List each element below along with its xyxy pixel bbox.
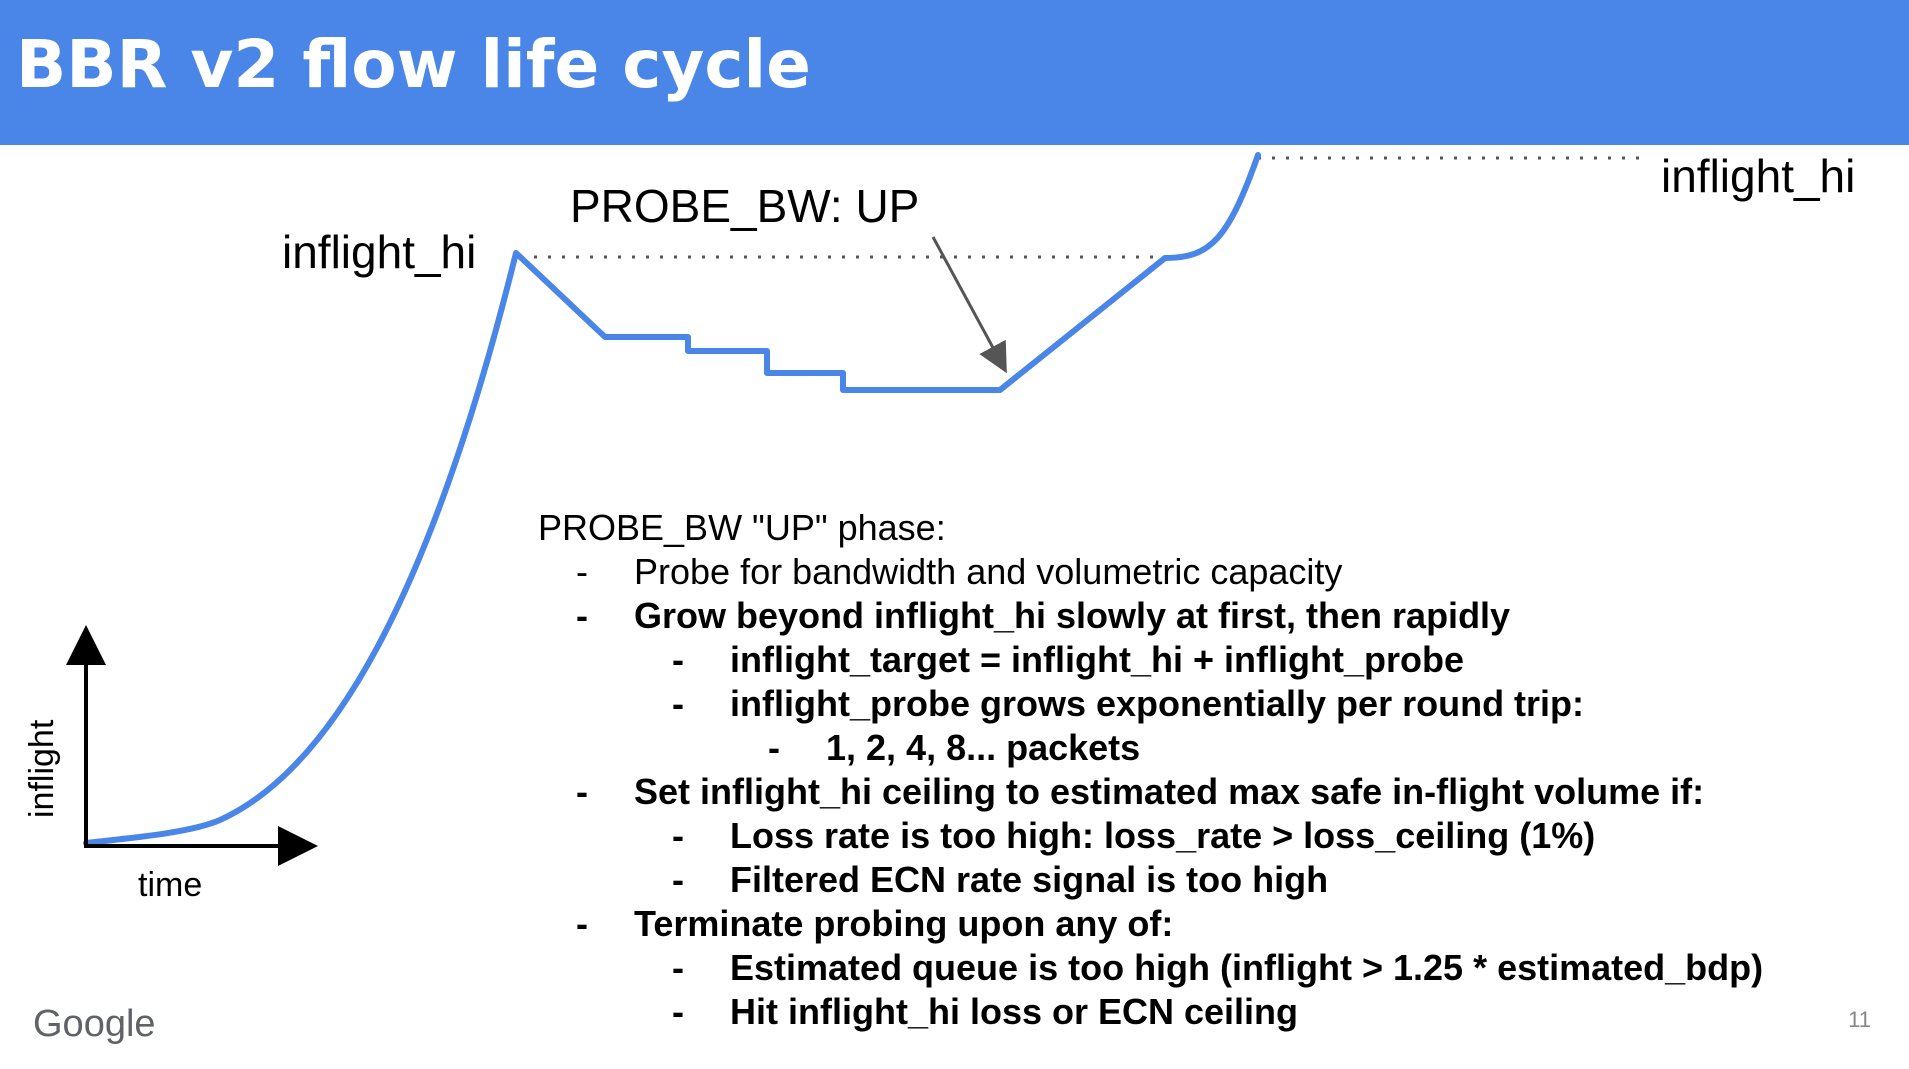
probe-bw-notes: PROBE_BW "UP" phase: - Probe for bandwidt… [538, 506, 1898, 1034]
notes-item-text: Grow beyond inflight_hi slowly at first,… [634, 595, 1511, 636]
notes-item: - Probe for bandwidth and volumetric capa… [538, 550, 1898, 594]
notes-item-text: Hit inflight_hi loss or ECN ceiling [730, 991, 1299, 1032]
notes-item-text: Estimated queue is too high (inflight > … [730, 947, 1764, 988]
notes-item-text: Loss rate is too high: loss_rate > loss_… [730, 815, 1596, 856]
bullet-dash: - [768, 727, 780, 768]
notes-item: - inflight_target = inflight_hi + infligh… [538, 638, 1898, 682]
notes-item-text: Filtered ECN rate signal is too high [730, 859, 1329, 900]
notes-heading: PROBE_BW "UP" phase: [538, 507, 946, 548]
probe-pointer-arrow [931, 236, 1007, 374]
notes-item: - Estimated queue is too high (inflight >… [538, 946, 1898, 990]
notes-list: - Probe for bandwidth and volumetric capa… [538, 550, 1898, 1034]
bullet-dash: - [672, 859, 684, 900]
bullet-dash: - [672, 991, 684, 1032]
bullet-dash: - [576, 595, 588, 636]
page-number: 11 [1848, 1007, 1871, 1032]
notes-item-text: Set inflight_hi ceiling to estimated max… [634, 771, 1705, 812]
bullet-dash: - [672, 639, 684, 680]
bullet-dash: - [576, 771, 588, 812]
notes-item: - Hit inflight_hi loss or ECN ceiling [538, 990, 1898, 1034]
bullet-dash: - [672, 683, 684, 724]
notes-item: - 1, 2, 4, 8... packets [538, 726, 1898, 770]
notes-item: - Loss rate is too high: loss_rate > loss… [538, 814, 1898, 858]
google-logo: Google [33, 1003, 156, 1045]
inflight-hi-label-right: inflight_hi [1661, 150, 1855, 202]
notes-item-text: inflight_target = inflight_hi + inflight… [730, 639, 1464, 680]
notes-item: - inflight_probe grows exponentially per … [538, 682, 1898, 726]
notes-item: - Grow beyond inflight_hi slowly at first… [538, 594, 1898, 638]
notes-item-text: Terminate probing upon any of: [634, 903, 1174, 944]
axis-x-label: time [138, 866, 202, 904]
notes-item-text: inflight_probe grows exponentially per r… [730, 683, 1585, 724]
bullet-dash: - [672, 815, 684, 856]
notes-item-text: Probe for bandwidth and volumetric capac… [634, 551, 1343, 592]
probe-bw-up-label: PROBE_BW: UP [570, 180, 919, 232]
notes-item: - Set inflight_hi ceiling to estimated ma… [538, 770, 1898, 814]
notes-item: - Terminate probing upon any of: [538, 902, 1898, 946]
title-bar: BBR v2 flow life cycle [0, 0, 1909, 145]
bullet-dash: - [672, 947, 684, 988]
bullet-dash: - [576, 551, 588, 592]
inflight-curve [83, 152, 1261, 846]
inflight-hi-label-left: inflight_hi [282, 226, 476, 278]
notes-item: - Filtered ECN rate signal is too high [538, 858, 1898, 902]
bullet-dash: - [576, 903, 588, 944]
slide-title: BBR v2 flow life cycle [16, 26, 811, 103]
notes-item-text: 1, 2, 4, 8... packets [826, 727, 1141, 768]
axis-y-label: inflight [23, 719, 61, 818]
